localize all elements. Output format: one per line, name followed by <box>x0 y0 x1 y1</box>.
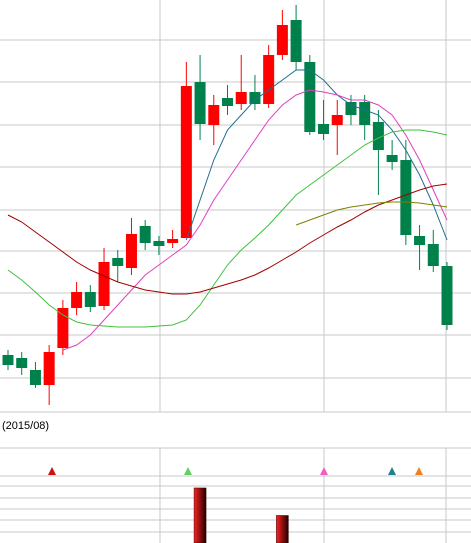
candle-body <box>71 292 83 308</box>
signal-markers <box>48 467 423 475</box>
candle-body <box>208 105 220 125</box>
candle-body <box>194 82 206 124</box>
candle-body <box>139 226 151 243</box>
candle-body <box>318 124 330 134</box>
candle-body <box>222 98 233 106</box>
candle-body <box>84 292 96 307</box>
candle-body <box>331 115 343 125</box>
period-label: (2015/08) <box>2 420 49 432</box>
moving-average-line <box>185 69 448 241</box>
candle-body <box>359 102 371 125</box>
candle-body <box>29 370 41 385</box>
candle-body <box>16 358 28 368</box>
candle-body <box>57 308 69 348</box>
candle-body <box>153 241 165 246</box>
candle-body <box>125 234 137 268</box>
candle-body <box>290 20 302 62</box>
moving-average-line <box>295 201 448 226</box>
volume-bar <box>276 515 289 543</box>
candle-body <box>263 55 275 104</box>
candle-body <box>386 155 398 162</box>
candle-body <box>98 262 110 306</box>
moving-average-line <box>62 89 448 351</box>
candle-body <box>180 86 192 238</box>
moving-average-line <box>7 129 448 328</box>
volume-bar <box>193 487 207 543</box>
candle-body <box>235 92 247 104</box>
candle-body <box>43 352 55 385</box>
candle-body <box>372 122 384 150</box>
candle-body <box>249 92 261 104</box>
candle-body <box>400 160 412 235</box>
candle-body <box>2 355 14 365</box>
candle-body <box>167 239 179 243</box>
candle-body <box>112 258 124 266</box>
candle-body <box>304 62 316 132</box>
candle-body <box>414 236 426 245</box>
candle-body <box>427 244 439 266</box>
candle-body <box>441 266 453 325</box>
candle-body <box>345 102 357 115</box>
candle-body <box>276 25 288 55</box>
moving-average-line <box>7 183 448 295</box>
